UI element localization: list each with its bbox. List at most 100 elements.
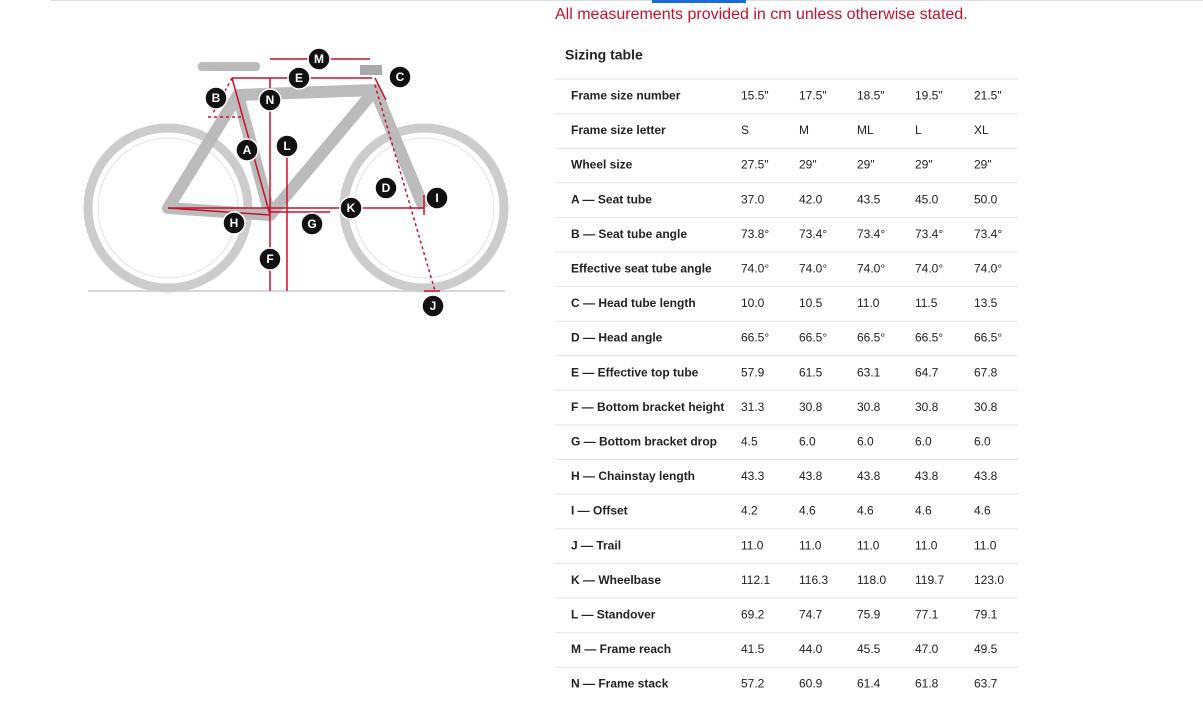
label-badge (339, 196, 363, 220)
label-badge (425, 186, 449, 210)
row-label: Frame size number (571, 88, 681, 102)
label-badge (258, 247, 282, 271)
table-cell: 43.8 (857, 469, 881, 483)
table-cell: 41.5 (741, 642, 765, 656)
table-cell: 42.0 (799, 192, 823, 206)
row-label: K — Wheelbase (571, 573, 661, 587)
row-label: Effective seat tube angle (571, 261, 712, 275)
table-cell: 10.0 (741, 296, 765, 310)
row-label: G — Bottom bracket drop (571, 434, 717, 448)
table-cell: 61.5 (799, 365, 823, 379)
table-cell: 57.9 (741, 365, 765, 379)
bike-diagram: ME C B N L A D I K H G F J (83, 47, 509, 318)
table-cell: 61.4 (857, 677, 881, 691)
table-cell: 30.8 (799, 400, 823, 414)
table-cell: 29" (974, 158, 992, 172)
table-cell: 45.0 (915, 192, 939, 206)
table-cell: 69.2 (741, 607, 765, 621)
table-cell: 11.0 (915, 538, 938, 552)
table-cell: 43.8 (915, 469, 939, 483)
table-cell: 61.8 (915, 677, 939, 691)
table-cell: 30.8 (974, 400, 998, 414)
table-cell: 37.0 (741, 192, 765, 206)
label-letter: I (435, 191, 438, 205)
table-cell: 49.5 (974, 642, 998, 656)
table-cell: 18.5" (857, 88, 885, 102)
row-label: I — Offset (571, 504, 628, 518)
table-cell: 123.0 (974, 573, 1004, 587)
table-cell: 112.1 (741, 573, 770, 587)
row-label: E — Effective top tube (571, 365, 699, 379)
table-cell: 74.0° (799, 261, 827, 275)
table-cell: 27.5" (741, 158, 769, 172)
row-label: C — Head tube length (571, 296, 696, 310)
table-cell: 57.2 (741, 677, 765, 691)
table-cell: L (915, 123, 922, 137)
table-cell: 13.5 (974, 296, 998, 310)
row-label: A — Seat tube (571, 192, 652, 206)
table-cell: 11.0 (974, 538, 997, 552)
table-title: Sizing table (565, 47, 643, 63)
table-cell: 73.4° (857, 227, 885, 241)
table-cell: 29" (915, 158, 933, 172)
table-cell: 43.3 (741, 469, 765, 483)
label-letter: E (295, 71, 303, 85)
table-cell: 30.8 (857, 400, 881, 414)
label-badge (307, 47, 331, 71)
table-cell: 119.7 (915, 573, 944, 587)
table-cell: S (741, 123, 749, 137)
table-cell: 4.6 (915, 504, 932, 518)
table-cell: 75.9 (857, 607, 881, 621)
label-letter: N (266, 93, 275, 107)
row-label: Wheel size (571, 158, 633, 172)
table-cell: 74.0° (741, 261, 769, 275)
table-cell: 66.5° (915, 331, 943, 345)
label-letter: D (382, 181, 391, 195)
table-cell: 31.3 (741, 400, 765, 414)
table-cell: 4.5 (741, 434, 758, 448)
table-cell: 43.8 (799, 469, 823, 483)
table-cell: 66.5° (741, 331, 769, 345)
table-cell: 43.5 (857, 192, 881, 206)
table-cell: 11.0 (799, 538, 822, 552)
label-letter: C (396, 70, 405, 84)
table-cell: 77.1 (915, 607, 939, 621)
table-cell: 67.8 (974, 365, 998, 379)
table-cell: M (799, 123, 809, 137)
table-cell: 60.9 (799, 677, 823, 691)
label-badge (287, 66, 311, 90)
label-letter: A (243, 143, 252, 157)
table-cell: 116.3 (799, 573, 828, 587)
label-badge (300, 212, 324, 236)
label-badge (204, 86, 228, 110)
table-cell: 11.0 (857, 296, 880, 310)
label-letter: M (314, 52, 324, 66)
table-cell: 73.4° (974, 227, 1002, 241)
row-label: F — Bottom bracket height (571, 400, 724, 414)
table-cell: 19.5" (915, 88, 943, 102)
table-cell: 118.0 (857, 573, 886, 587)
label-badge (421, 294, 445, 318)
table-cell: 50.0 (974, 192, 998, 206)
label-letter: G (307, 217, 316, 231)
table-cell: 44.0 (799, 642, 823, 656)
table-cell: 11.0 (741, 538, 764, 552)
table-cell: 29" (857, 158, 875, 172)
table-cell: 73.4° (915, 227, 943, 241)
table-cell: 79.1 (974, 607, 998, 621)
notice: All measurements provided in cm unless o… (555, 6, 968, 23)
table-cell: 74.0° (974, 261, 1002, 275)
table-cell: 30.8 (915, 400, 939, 414)
label-badge (275, 134, 299, 158)
table-cell: 11.5 (915, 296, 938, 310)
label-letter: B (212, 91, 221, 105)
table-cell: 6.0 (974, 434, 991, 448)
label-letter: F (266, 252, 273, 266)
table-cell: 10.5 (799, 296, 823, 310)
label-letter: L (283, 139, 290, 153)
row-label: Frame size letter (571, 123, 666, 137)
row-label: M — Frame reach (571, 642, 671, 656)
label-letter: K (347, 201, 356, 215)
